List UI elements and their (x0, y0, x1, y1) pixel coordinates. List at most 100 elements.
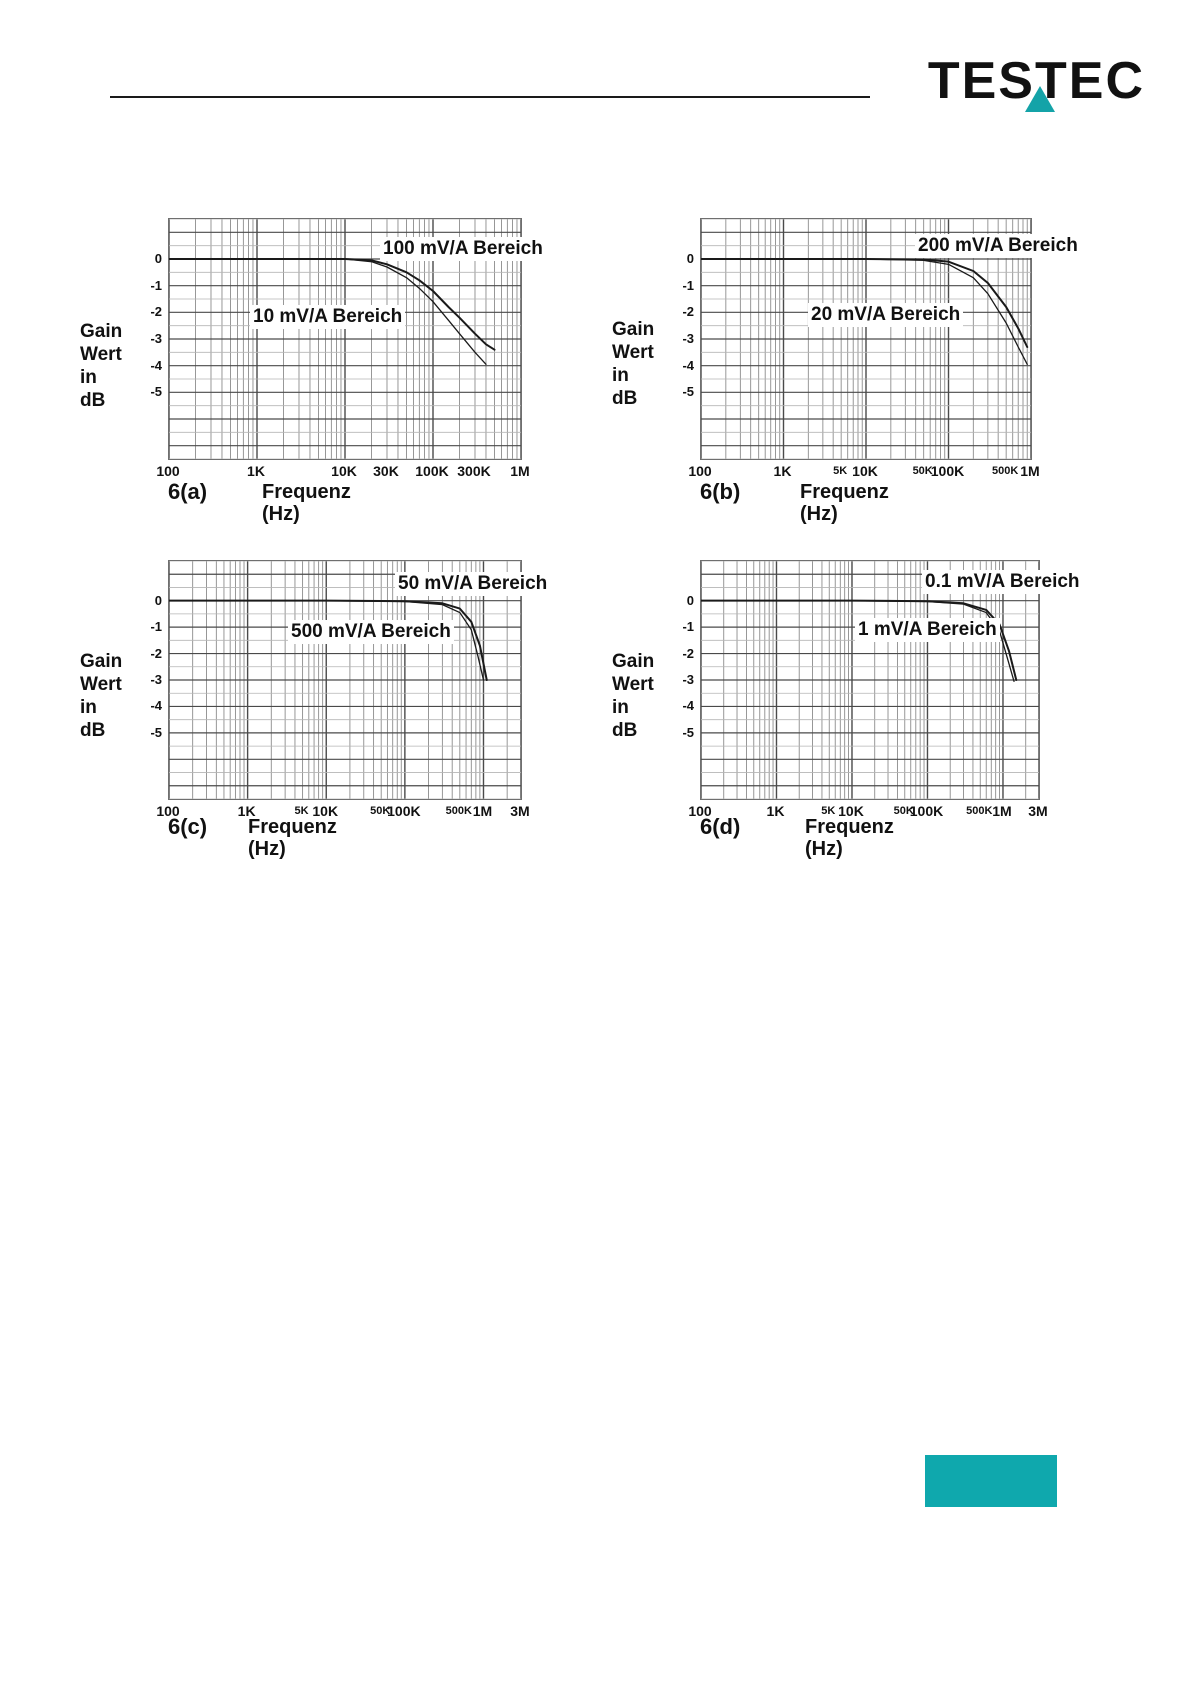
x-tick-label: 10K (852, 463, 878, 479)
curves (701, 599, 1018, 682)
x-tick-label: 500K (445, 805, 472, 817)
plot-area-6(d) (700, 560, 1040, 800)
y-tick-label: -2 (682, 304, 694, 320)
x-tick-label: 300K (457, 463, 491, 479)
y-axis-title-line: in dB (80, 697, 106, 741)
y-tick-label: 0 (686, 592, 694, 608)
plot-area-6(c) (168, 560, 522, 800)
y-tick-label: -1 (150, 619, 162, 635)
y-tick-label: -4 (682, 698, 694, 714)
x-axis-title: Frequenz (Hz) (262, 481, 351, 525)
series-annotation: 20 mV/A Bereich (808, 303, 964, 327)
series-annotation: 500 mV/A Bereich (288, 620, 454, 644)
series-annotation: 1 mV/A Bereich (855, 618, 1000, 642)
figure-number: 6(a) (168, 479, 208, 504)
x-tick-label: 500K (992, 465, 1019, 477)
series-annotation: 0.1 mV/A Bereich (922, 570, 1083, 594)
x-tick-label: 10K (312, 803, 339, 819)
x-tick-label: 1K (247, 463, 265, 479)
y-tick-label: -2 (150, 645, 162, 661)
y-axis-title-line: Gain (80, 651, 123, 672)
x-tick-label: 1M (992, 803, 1012, 819)
series-annotation: 50 mV/A Bereich (395, 572, 551, 596)
y-axis-title-line: Wert (80, 674, 122, 695)
curves (169, 599, 488, 681)
x-tick-label: 100 (156, 463, 180, 479)
plot-area-6(b) (700, 218, 1032, 460)
y-axis-title: Gain Wert in dB (612, 318, 654, 410)
x-tick-label: 100K (930, 463, 965, 479)
x-tick-label: 500K (966, 805, 993, 817)
x-tick-label: 100 (688, 803, 712, 819)
x-axis-title: Frequenz (Hz) (805, 816, 894, 860)
series-annotation: 100 mV/A Bereich (380, 237, 546, 261)
curves (701, 258, 1029, 365)
y-tick-label: -2 (682, 645, 694, 661)
y-tick-label: -2 (150, 304, 162, 320)
x-axis-title: Frequenz (Hz) (248, 816, 337, 860)
x-tick-label: 100K (909, 803, 944, 819)
x-tick-label: 10K (838, 803, 864, 819)
y-tick-label: 0 (686, 251, 694, 266)
y-axis-title-line: Gain (612, 651, 655, 672)
figure-number: 6(c) (168, 814, 208, 839)
y-tick-label: -5 (150, 384, 162, 400)
x-tick-label: 5K (294, 805, 309, 817)
x-tick-label: 1K (766, 803, 785, 819)
x-tick-label: 30K (373, 463, 399, 479)
x-tick-label: 3M (510, 803, 530, 819)
y-tick-label: -1 (682, 277, 694, 293)
figure-number: 6(d) (700, 814, 741, 839)
x-tick-label: 3M (1028, 803, 1048, 819)
y-axis-title: Gain Wert in dB (612, 650, 654, 742)
y-tick-label: -4 (150, 357, 162, 373)
x-tick-label: 5K (821, 805, 836, 817)
x-tick-label: 1K (773, 463, 792, 479)
x-tick-label: 1M (472, 803, 493, 819)
x-tick-label: 100K (387, 803, 421, 819)
y-axis-title-line: dB (612, 720, 638, 741)
y-axis-title-line: Gain (612, 319, 655, 340)
y-tick-label: -3 (150, 331, 162, 346)
figure-number: 6(b) (700, 479, 741, 504)
y-tick-label: 0 (154, 251, 162, 266)
header-rule (110, 96, 870, 98)
series-annotation: 10 mV/A Bereich (250, 305, 406, 329)
y-tick-label: -5 (150, 724, 162, 740)
y-axis-title-line: Wert (612, 342, 654, 363)
curves (169, 258, 496, 365)
logo-triangle-icon (1025, 86, 1055, 112)
y-tick-label: 0 (154, 592, 162, 608)
x-tick-label: 100 (688, 463, 712, 479)
x-tick-label: 1K (237, 803, 256, 819)
grid-lines (701, 561, 1039, 799)
y-axis-title-line: Gain (80, 321, 123, 342)
x-tick-label: 100 (156, 803, 180, 819)
x-tick-label: 50K (893, 805, 914, 817)
series-annotation: 200 mV/A Bereich (915, 234, 1081, 258)
y-axis-title: Gain Wert in dB (80, 320, 122, 412)
x-tick-label: 1M (510, 463, 530, 479)
y-tick-label: -5 (682, 384, 694, 400)
y-axis-title: Gain Wert in dB (80, 650, 122, 742)
y-axis-title-line: Wert (80, 344, 122, 365)
grid-lines (169, 561, 521, 799)
footer-accent-box (925, 1455, 1057, 1507)
x-tick-label: 50K (370, 805, 391, 817)
x-tick-label: 5K (833, 465, 848, 477)
y-tick-label: -3 (682, 331, 694, 346)
x-axis-title: Frequenz (Hz) (800, 481, 889, 525)
x-tick-label: 100K (415, 463, 449, 479)
x-tick-label: 10K (331, 463, 357, 479)
y-axis-title-line: in dB (612, 365, 638, 409)
x-tick-label: 50K (912, 465, 933, 477)
y-axis-title-line: in dB (80, 367, 106, 411)
y-tick-label: -3 (150, 672, 162, 687)
x-tick-label: 1M (1020, 463, 1040, 479)
y-axis-title-line: Wert in (612, 674, 654, 718)
y-tick-label: -4 (150, 698, 162, 714)
y-tick-label: -4 (682, 357, 694, 373)
y-tick-label: -5 (682, 724, 694, 740)
page-header: TESTEC (0, 0, 1190, 130)
y-tick-label: -3 (682, 672, 694, 687)
